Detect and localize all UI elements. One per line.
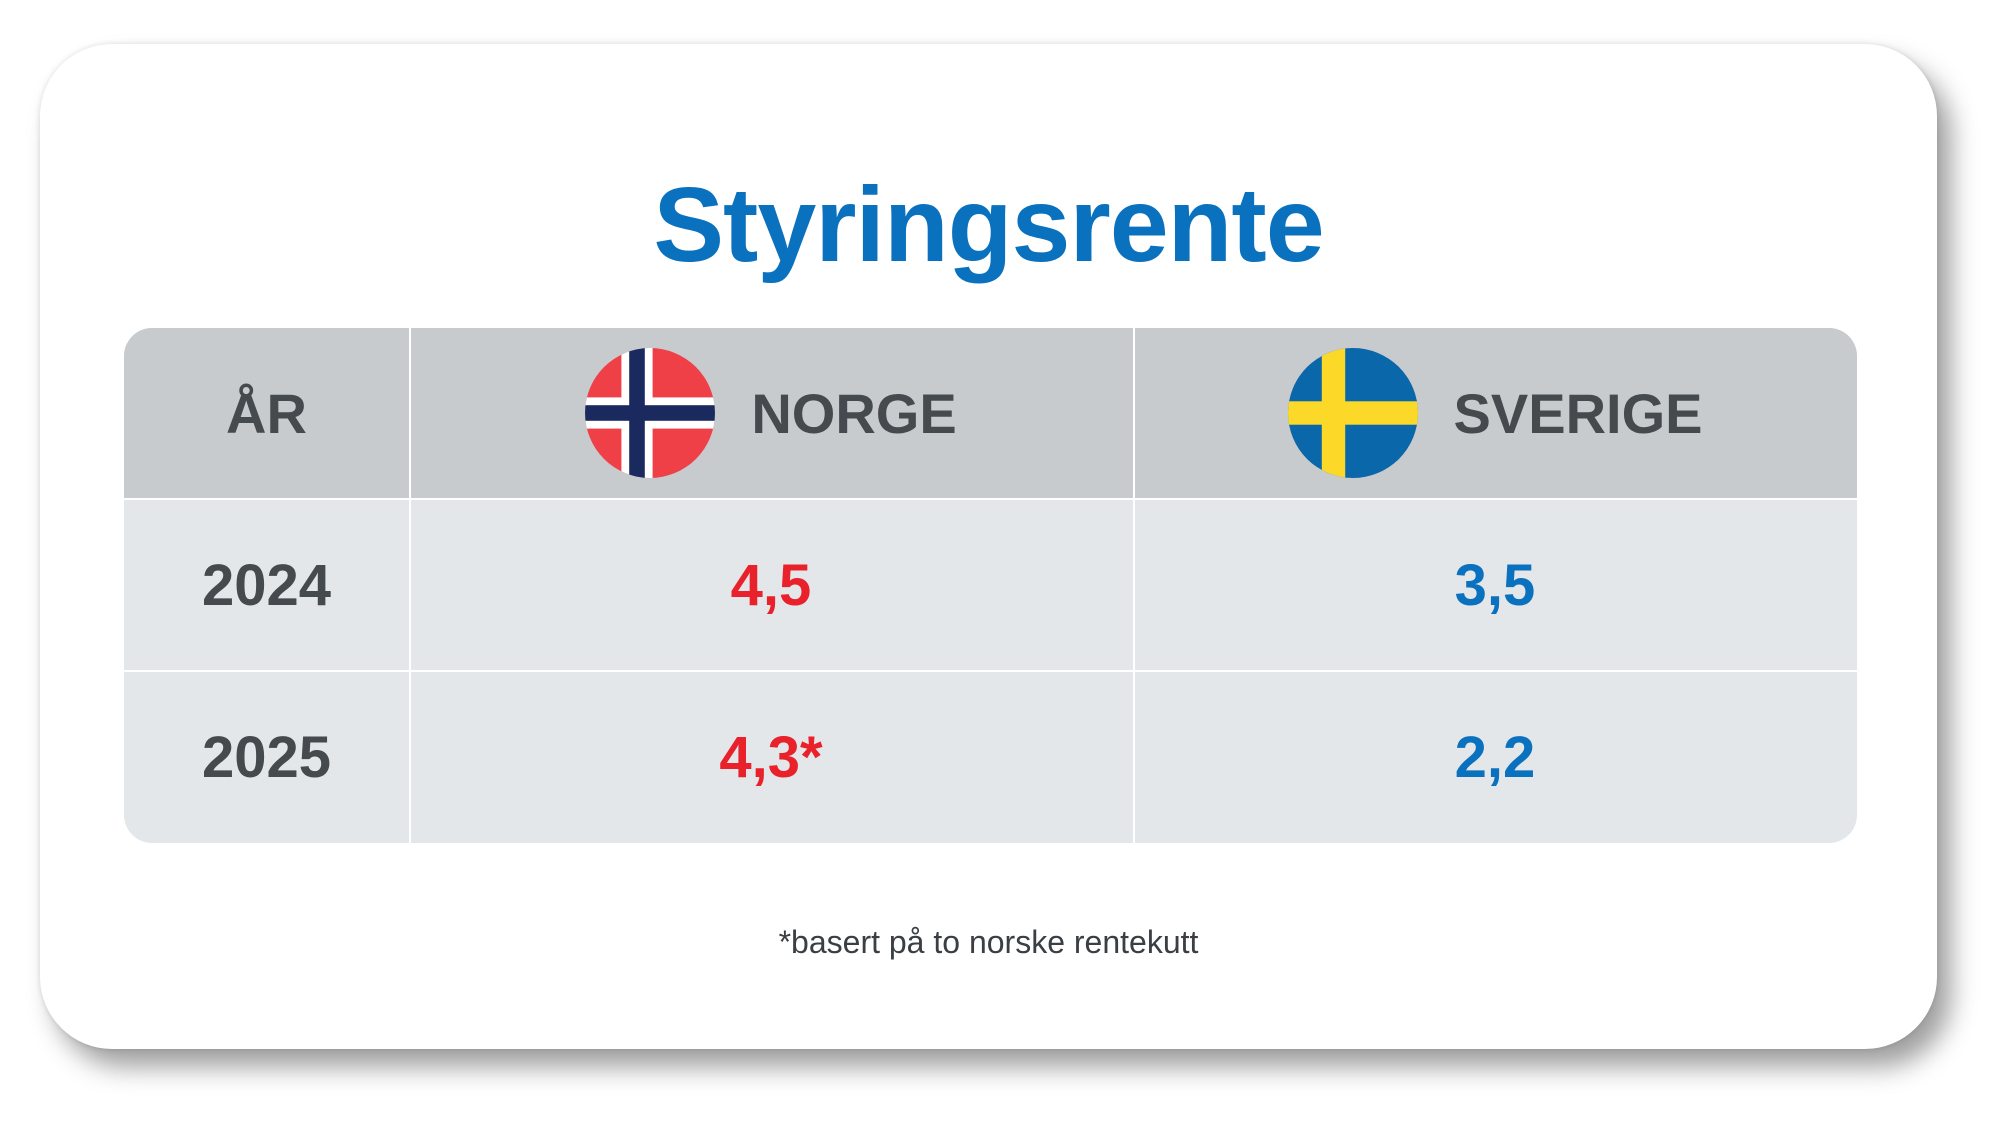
norway-rate-cell: 4,3* xyxy=(409,672,1133,843)
norway-rate-value: 4,5 xyxy=(730,552,812,618)
sweden-rate-cell: 3,5 xyxy=(1133,500,1857,670)
norway-flag-icon xyxy=(585,348,716,478)
sweden-rate-value: 2,2 xyxy=(1454,725,1536,790)
row-divider xyxy=(124,498,1857,500)
column-divider xyxy=(1133,328,1135,843)
row-divider xyxy=(124,670,1857,672)
year-value: 2025 xyxy=(201,725,332,790)
table-row: 2025 4,3* 2,2 xyxy=(124,672,1857,843)
table-header-row: ÅR NORGE xyxy=(124,328,1857,498)
column-divider xyxy=(409,328,411,843)
sweden-rate-cell: 2,2 xyxy=(1133,672,1857,843)
year-cell: 2024 xyxy=(124,500,409,670)
header-norway-cell: NORGE xyxy=(409,328,1133,498)
header-sweden-label: SVERIGE xyxy=(1453,381,1703,445)
sweden-rate-value: 3,5 xyxy=(1454,552,1536,618)
header-sweden-cell: SVERIGE xyxy=(1133,328,1857,498)
rate-card: Styringsrente ÅR xyxy=(40,44,1937,1049)
page-title: Styringsrente xyxy=(653,166,1324,284)
header-year-cell: ÅR xyxy=(124,328,409,498)
norway-rate-cell: 4,5 xyxy=(409,500,1133,670)
header-norway-label: NORGE xyxy=(751,381,957,445)
norway-rate-value: 4,3* xyxy=(719,725,823,790)
year-value: 2024 xyxy=(201,552,332,618)
year-cell: 2025 xyxy=(124,672,409,843)
rate-table: ÅR NORGE xyxy=(124,328,1857,843)
footnote: *basert på to norske rentekutt xyxy=(778,924,1199,960)
table-row: 2024 4,5 3,5 xyxy=(124,500,1857,670)
header-year-label: ÅR xyxy=(226,381,307,445)
sweden-flag-icon xyxy=(1287,348,1418,478)
